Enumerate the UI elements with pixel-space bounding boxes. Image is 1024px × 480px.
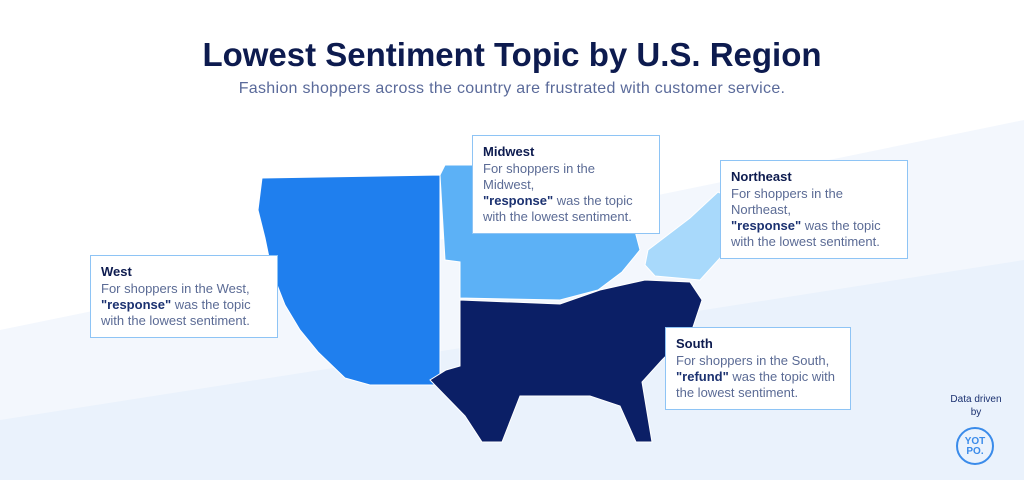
west-region [257,174,441,386]
title: Lowest Sentiment Topic by U.S. Region [202,36,822,73]
badge-caption: Data driven by [950,394,1002,418]
callout-text: was the topic with the lowest sentiment. [483,193,633,224]
region-name: Midwest [483,144,535,159]
region-name: West [101,264,132,279]
south-region [429,279,703,443]
topic: "refund" [676,369,729,384]
callout: West For shoppers in the West, "response… [90,255,278,338]
callout: Northeast For shoppers in the Northeast,… [720,160,908,259]
callout-text: was the topic with the lowest sentiment. [731,218,881,249]
topic: "response" [483,193,554,208]
logo-text: PO. [966,446,984,457]
callout-text: For shoppers in the South, [676,353,830,368]
subtitle: Fashion shoppers across the country are … [238,80,786,97]
logo-text: YOT [964,436,986,447]
callout: Midwest For shoppers in the Midwest, "re… [472,135,660,234]
callout-text: For shoppers in the West, [101,281,250,296]
topic: "response" [731,218,802,233]
callout-text: was the topic with the lowest sentiment. [676,369,836,400]
region-name: South [676,336,713,351]
region-name: Northeast [731,169,792,184]
callout-text: For shoppers in the Northeast, [731,186,844,217]
callout-text: was the topic with the lowest sentiment. [101,297,251,328]
callout-text: For shoppers in the Midwest, [483,161,596,192]
callout: South For shoppers in the South, "refund… [665,327,851,410]
topic: "response" [101,297,172,312]
logo: YOT PO. [956,427,994,465]
